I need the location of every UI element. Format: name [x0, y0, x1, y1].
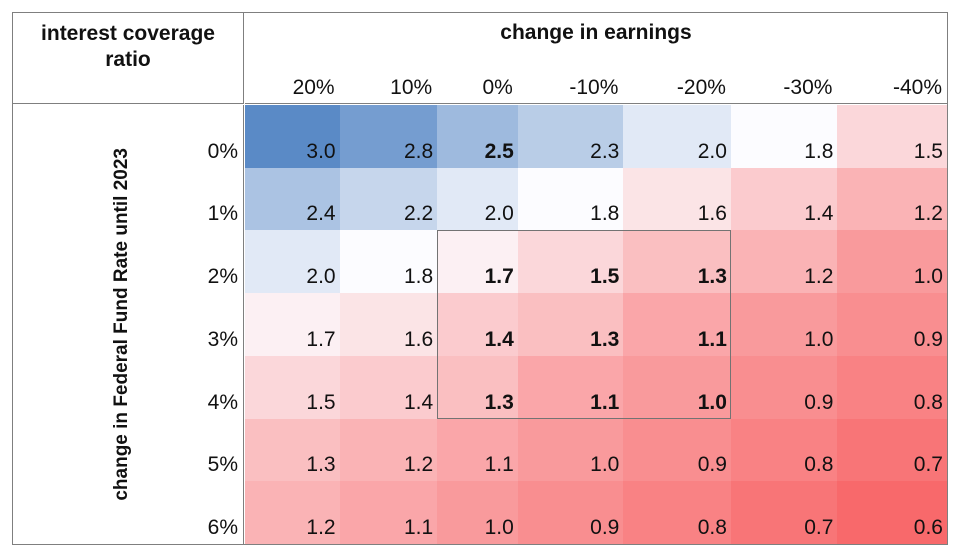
heatmap-cell: 1.2 — [245, 481, 340, 544]
row-axis-title-wrap: change in Federal Fund Rate until 2023 — [111, 105, 133, 544]
heatmap-cell: 1.1 — [623, 293, 731, 356]
heatmap-cell: 1.2 — [837, 167, 947, 231]
column-label: 10% — [390, 76, 433, 99]
heatmap-cell: 0.9 — [623, 418, 731, 482]
heatmap-cell: 1.4 — [730, 167, 838, 231]
column-label: 20% — [292, 76, 335, 99]
row-axis-rotated-title: change in Federal Fund Rate until 2023 — [111, 148, 132, 501]
heatmap-cell: 2.0 — [437, 167, 518, 231]
heatmap-cell: 1.0 — [517, 418, 624, 482]
heatmap-cell: 2.4 — [245, 167, 340, 231]
row-label: 2% — [207, 265, 238, 289]
heatmap-cell: 1.7 — [437, 230, 518, 294]
row-label: 0% — [207, 139, 238, 163]
column-label: -40% — [892, 76, 942, 99]
heatmap-cell: 2.0 — [245, 230, 340, 294]
heatmap-cell: 1.5 — [837, 105, 947, 168]
row-label: 6% — [207, 516, 238, 539]
heatmap-cell: 0.6 — [837, 481, 947, 544]
column-axis-title: change in earnings — [500, 21, 692, 44]
heatmap-cell: 1.0 — [437, 481, 518, 544]
heatmap-cell: 1.3 — [517, 293, 624, 356]
heatmap-cell: 1.2 — [339, 418, 438, 482]
heatmap-cell: 0.9 — [517, 481, 624, 544]
corner-header-cell: interest coverage ratio — [13, 13, 244, 104]
heatmap-cell: 1.1 — [339, 481, 438, 544]
heatmap-cell: 0.8 — [837, 355, 947, 419]
heatmap-cell: 1.0 — [837, 230, 947, 294]
heatmap-cell: 1.0 — [730, 293, 838, 356]
row-labels-column: 0% 1% 2% 3% 4% 5% 6% — [153, 105, 243, 544]
heatmap-cell: 2.5 — [437, 105, 518, 168]
row-label: 1% — [207, 202, 238, 226]
heatmap-cell: 3.0 — [245, 105, 340, 168]
heatmap-cell: 0.9 — [730, 355, 838, 419]
heatmap-cell: 1.0 — [623, 355, 731, 419]
row-label: 3% — [207, 327, 238, 351]
heatmap-cell: 1.3 — [437, 355, 518, 419]
heatmap-cell: 0.7 — [837, 418, 947, 482]
heatmap-cell: 1.3 — [245, 418, 340, 482]
column-labels-row: 20% 10% 0% -10% -20% -30% -40% — [245, 71, 947, 103]
row-label-pane: change in Federal Fund Rate until 2023 0… — [13, 105, 244, 544]
heatmap-cell: 1.3 — [623, 230, 731, 294]
heatmap-cell: 1.2 — [730, 230, 838, 294]
heatmap-cell: 2.8 — [339, 105, 438, 168]
heatmap-cell: 1.5 — [517, 230, 624, 294]
column-label: -20% — [676, 76, 726, 99]
table-frame: interest coverage ratio change in earnin… — [12, 12, 948, 545]
column-label: 0% — [482, 76, 513, 99]
row-label: 4% — [207, 390, 238, 414]
heatmap-cell: 0.8 — [623, 481, 731, 544]
heatmap-cell: 1.4 — [339, 355, 438, 419]
heatmap-cell: 2.3 — [517, 105, 624, 168]
heatmap-cell: 1.6 — [623, 167, 731, 231]
column-label: -30% — [783, 76, 833, 99]
heatmap-cell: 1.1 — [437, 418, 518, 482]
heatmap-cell: 0.8 — [730, 418, 838, 482]
heatmap-cell: 2.0 — [623, 105, 731, 168]
heatmap-cell: 1.7 — [245, 293, 340, 356]
column-header-area: change in earnings 20% 10% 0% -10% -20% -30% -… — [245, 13, 947, 104]
cell-metric-title: interest coverage ratio — [41, 22, 215, 72]
column-label: -10% — [569, 76, 619, 99]
heatmap-cell: 1.8 — [339, 230, 438, 294]
heatmap-cell: 0.7 — [730, 481, 838, 544]
heatmap-cell: 1.1 — [517, 355, 624, 419]
heatmap-cell: 1.8 — [517, 167, 624, 231]
heatmap-cell: 1.8 — [730, 105, 838, 168]
heatmap-grid: 3.0 2.8 2.5 2.3 2.0 1.8 1.5 2.4 2.2 2.0 1.8 1.6 1.4 1… — [245, 105, 947, 544]
heatmap-cell: 1.6 — [339, 293, 438, 356]
heatmap-cell: 1.4 — [437, 293, 518, 356]
heatmap-cell: 1.5 — [245, 355, 340, 419]
row-label: 5% — [207, 453, 238, 477]
heatmap-cell: 2.2 — [339, 167, 438, 231]
heatmap-cell: 0.9 — [837, 293, 947, 356]
